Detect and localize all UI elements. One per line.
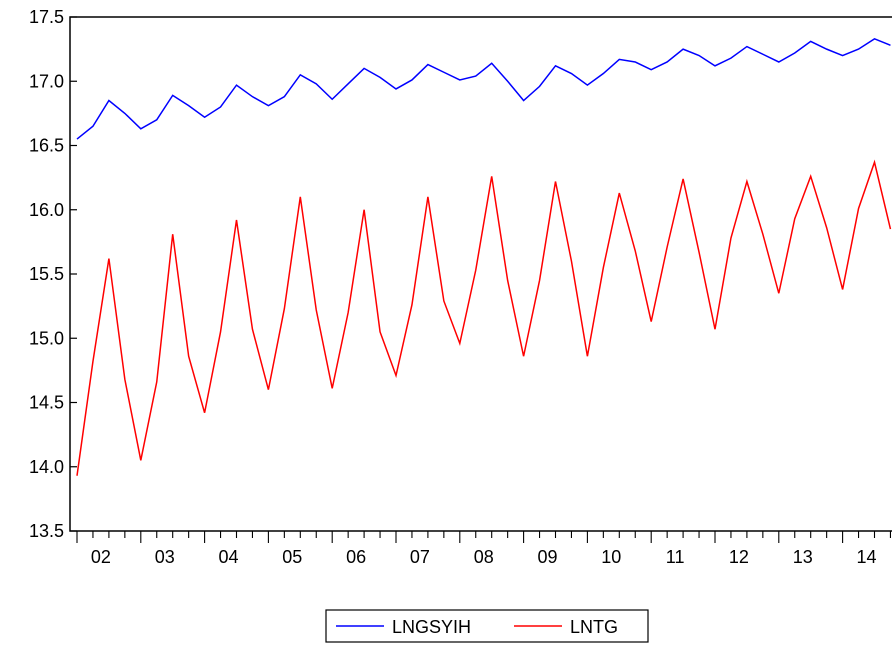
y-tick-label: 15.5 xyxy=(29,264,64,284)
y-tick-label: 14.5 xyxy=(29,393,64,413)
x-tick-label: 09 xyxy=(538,547,558,567)
x-tick-label: 08 xyxy=(474,547,494,567)
x-tick-label: 04 xyxy=(219,547,239,567)
x-tick-label: 02 xyxy=(91,547,111,567)
y-tick-label: 14.0 xyxy=(29,457,64,477)
y-tick-label: 16.0 xyxy=(29,200,64,220)
series-lines xyxy=(76,38,892,476)
x-tick-label: 05 xyxy=(282,547,302,567)
x-tick-label: 10 xyxy=(601,547,621,567)
series-line-lntg xyxy=(76,159,892,476)
y-tick-label: 16.5 xyxy=(29,136,64,156)
legend-label-lngsyih: LNGSYIH xyxy=(392,617,471,637)
x-tick-label: 11 xyxy=(666,547,685,567)
y-axis: 13.5 14.0 14.5 15.0 15.5 16.0 16.5 17.0 17.5 xyxy=(29,7,77,541)
legend: LNGSYIH LNTG xyxy=(325,609,649,643)
x-tick-label: 07 xyxy=(410,547,430,567)
series-line-lngsyih xyxy=(76,38,891,140)
y-tick-label: 13.5 xyxy=(29,521,64,541)
y-tick-label: 17.5 xyxy=(29,7,64,27)
x-tick-label: 12 xyxy=(729,547,749,567)
x-axis: 02 03 04 05 06 07 08 09 10 11 12 13 14 xyxy=(76,531,892,567)
y-tick-label: 17.0 xyxy=(29,71,64,91)
plot-frame xyxy=(69,16,892,532)
y-tick-label: 15.0 xyxy=(29,328,64,348)
x-tick-label: 06 xyxy=(346,547,366,567)
x-tick-label: 14 xyxy=(857,547,877,567)
x-tick-label: 03 xyxy=(155,547,175,567)
legend-label-lntg: LNTG xyxy=(570,617,618,637)
x-tick-label: 13 xyxy=(793,547,813,567)
